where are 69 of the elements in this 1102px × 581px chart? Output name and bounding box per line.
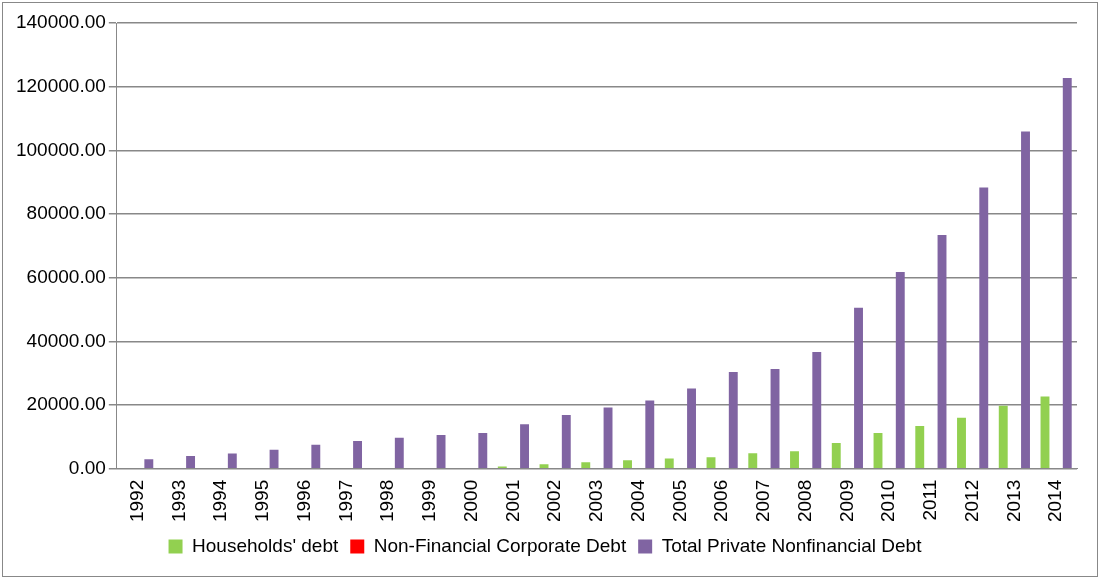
x-tick-label: 2005 (668, 479, 690, 523)
y-tick-label: 120000.00 (15, 74, 106, 96)
x-tick-label: 1993 (167, 479, 189, 523)
bar (979, 187, 989, 468)
bar (1021, 131, 1030, 468)
bar (478, 433, 488, 468)
x-tick-label: 1999 (418, 479, 440, 523)
bar (436, 434, 446, 468)
bar (998, 405, 1008, 468)
bar (353, 441, 363, 468)
bar (706, 457, 716, 468)
bar (227, 453, 237, 468)
legend-label: Total Private Nonfinancial Debt (661, 534, 923, 556)
x-tick-label: 1998 (376, 479, 398, 523)
bar (831, 442, 841, 468)
bar (790, 451, 799, 468)
bar (311, 444, 321, 468)
bar (895, 271, 905, 468)
bar (623, 460, 632, 468)
x-tick-label: 1996 (292, 479, 314, 523)
x-tick-label: 2000 (459, 479, 481, 523)
y-tick-label: 100000.00 (15, 138, 106, 160)
bar (539, 464, 549, 468)
bar (770, 369, 780, 468)
x-tick-label: 2010 (877, 479, 899, 523)
y-tick-label: 80000.00 (26, 202, 106, 224)
y-tick-label: 60000.00 (26, 265, 106, 287)
x-tick-label: 1995 (251, 479, 273, 523)
y-tick-label: 20000.00 (26, 393, 106, 415)
bar (144, 459, 154, 468)
bar (394, 437, 404, 468)
x-tick-label: 1994 (209, 479, 231, 523)
bar (664, 458, 674, 468)
bar (1062, 78, 1072, 468)
x-tick-label: 2008 (793, 479, 815, 523)
bar (873, 433, 883, 468)
x-tick-label: 2012 (960, 479, 982, 523)
x-tick-label: 2001 (501, 479, 523, 523)
bar (748, 453, 758, 468)
bar (915, 426, 925, 468)
x-tick-label: 1992 (125, 479, 147, 523)
bar (1040, 396, 1050, 468)
x-tick-label: 2009 (835, 479, 857, 523)
x-tick-label: 1997 (334, 479, 356, 523)
x-tick-label: 2002 (543, 479, 565, 523)
bar (812, 351, 822, 468)
y-tick-label: 140000.00 (15, 11, 106, 33)
bar (269, 449, 279, 468)
legend-label: Households' debt (192, 534, 339, 556)
x-tick-label: 2004 (626, 479, 648, 523)
bar (937, 235, 947, 468)
x-tick-label: 2011 (919, 479, 941, 521)
x-tick-label: 2007 (752, 479, 774, 523)
bar (645, 400, 655, 468)
bar (854, 307, 863, 468)
bar (687, 388, 696, 468)
bar (581, 462, 591, 468)
bar (561, 414, 571, 468)
bar (520, 424, 529, 468)
x-tick-label: 2006 (710, 479, 732, 523)
legend-label: Non-Financial Corporate Debt (373, 534, 627, 556)
x-tick-label: 2003 (585, 479, 607, 523)
y-tick-label: 40000.00 (26, 329, 106, 351)
y-tick-label: 0.00 (68, 456, 106, 478)
bar (957, 417, 966, 468)
bar (186, 456, 196, 468)
x-tick-label: 2013 (1002, 479, 1024, 523)
bar (728, 371, 738, 468)
x-tick-label: 2014 (1044, 479, 1066, 523)
